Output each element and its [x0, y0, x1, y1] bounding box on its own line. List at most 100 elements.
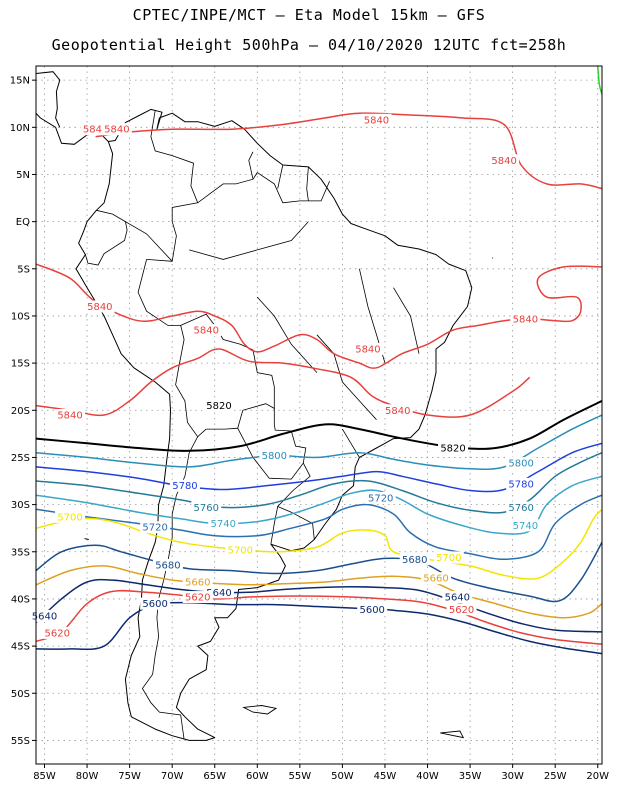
contour-label-backdrop — [55, 510, 86, 523]
contour-label: 5800 — [262, 451, 287, 462]
political-border — [277, 164, 284, 189]
political-border — [237, 408, 307, 480]
contour-line-5840 — [95, 112, 602, 190]
contour-label-backdrop — [29, 609, 60, 622]
contour-line-5840 — [36, 263, 602, 369]
contour-label-backdrop — [365, 492, 396, 505]
contour-line-5640 — [36, 578, 602, 633]
contour-label: 5840 — [83, 125, 108, 136]
contour-label: 5720 — [142, 523, 167, 534]
lon-tick-label: 50W — [331, 771, 354, 782]
contour-label: 5780 — [172, 481, 197, 492]
contour-line-5800 — [36, 414, 602, 470]
contour-label: 5840 — [491, 156, 516, 167]
axis-ticks: 15N 10N 5N EQ 5S 10S 15S 20S 25S 30S 35S 40S 45S 50S 5… — [10, 76, 609, 782]
contour-line-5700 — [36, 508, 602, 580]
contour-label: 5620 — [185, 593, 210, 604]
contour-label: 5800 — [508, 459, 533, 470]
political-border — [277, 462, 315, 540]
lon-tick-label: 25W — [544, 771, 567, 782]
lon-tick-label: 40W — [416, 771, 439, 782]
lon-tick-label: 55W — [289, 771, 312, 782]
lon-tick-label: 80W — [76, 771, 99, 782]
contour-label-backdrop — [182, 591, 213, 604]
island-outline — [84, 538, 89, 540]
contour-label: 5680 — [155, 560, 180, 571]
contour-label: 5620 — [45, 628, 70, 639]
contour-line-5660 — [36, 565, 602, 619]
contour-label: 5640 — [445, 593, 470, 604]
lat-tick-label: 10N — [10, 123, 30, 134]
political-border — [257, 296, 318, 373]
contour-label: 5640 — [32, 611, 57, 622]
political-border — [146, 172, 330, 262]
political-border — [125, 221, 173, 262]
contour-label: 5660 — [423, 574, 448, 585]
contour-label-backdrop — [506, 501, 537, 514]
contour-label-backdrop — [433, 551, 464, 564]
lon-tick-label: 75W — [118, 771, 141, 782]
contour-label: 5700 — [57, 512, 82, 523]
lon-tick-label: 65W — [203, 771, 226, 782]
contour-label: 5700 — [228, 545, 253, 556]
political-border — [270, 506, 279, 545]
contour-label-backdrop — [361, 113, 392, 126]
political-border — [316, 334, 377, 420]
contour-label-backdrop — [55, 409, 86, 421]
contour-label: 5760 — [193, 503, 218, 514]
contour-label: 5820 — [440, 444, 465, 455]
contour-label-backdrop — [510, 519, 541, 532]
contour-label-backdrop — [84, 300, 115, 313]
contour-label: 5820 — [206, 401, 231, 412]
contour-label: 5760 — [508, 503, 533, 514]
lat-tick-label: 55S — [11, 736, 30, 747]
political-border — [189, 221, 309, 260]
contour-label-backdrop — [225, 543, 256, 556]
contour-label-backdrop — [506, 477, 537, 490]
contour-label: 5840 — [104, 125, 129, 136]
map-border — [35, 65, 603, 765]
contour-label: 5660 — [185, 577, 210, 588]
land-outlines — [36, 71, 494, 741]
lat-tick-label: 15S — [11, 359, 30, 370]
lat-tick-label: 25S — [11, 453, 30, 464]
contour-label-backdrop — [438, 442, 469, 455]
contour-label: 5780 — [508, 479, 533, 490]
lat-tick-label: 5N — [16, 170, 30, 181]
contour-line-5620 — [36, 589, 602, 645]
political-border — [150, 110, 199, 203]
contour-label: 5740 — [513, 521, 538, 532]
lat-tick-label: 15N — [10, 76, 30, 87]
contour-label: 5720 — [368, 494, 393, 505]
contour-label-backdrop — [140, 597, 171, 610]
contour-label-backdrop — [259, 449, 290, 462]
contour-label: 5620 — [449, 605, 474, 616]
lon-tick-label: 35W — [459, 771, 482, 782]
contour-label: 5600 — [142, 599, 167, 610]
contour-line-5760 — [36, 452, 602, 514]
contour-label-backdrop — [446, 603, 477, 616]
political-border — [248, 151, 254, 180]
lat-tick-label: 5S — [17, 264, 30, 275]
contour-label-backdrop — [169, 479, 200, 492]
height-contours — [36, 66, 602, 655]
political-border — [306, 166, 309, 201]
island-outline — [242, 705, 278, 715]
contour-label: 5680 — [402, 555, 427, 566]
contour-label: 5840 — [87, 302, 112, 313]
contour-label-backdrop — [101, 123, 132, 136]
lat-tick-label: 45S — [11, 642, 30, 653]
contour-label: 5600 — [359, 605, 384, 616]
central-america-coast — [36, 71, 61, 128]
contour-label: 5840 — [513, 314, 538, 325]
contour-line-north — [596, 66, 602, 95]
lat-tick-label: 20S — [11, 406, 30, 417]
map-frame — [35, 65, 603, 765]
lon-tick-label: 85W — [33, 771, 56, 782]
contour-label-backdrop — [382, 404, 413, 417]
contour-label-backdrop — [357, 603, 388, 616]
political-border — [137, 259, 207, 438]
contour-label-backdrop — [399, 553, 430, 566]
